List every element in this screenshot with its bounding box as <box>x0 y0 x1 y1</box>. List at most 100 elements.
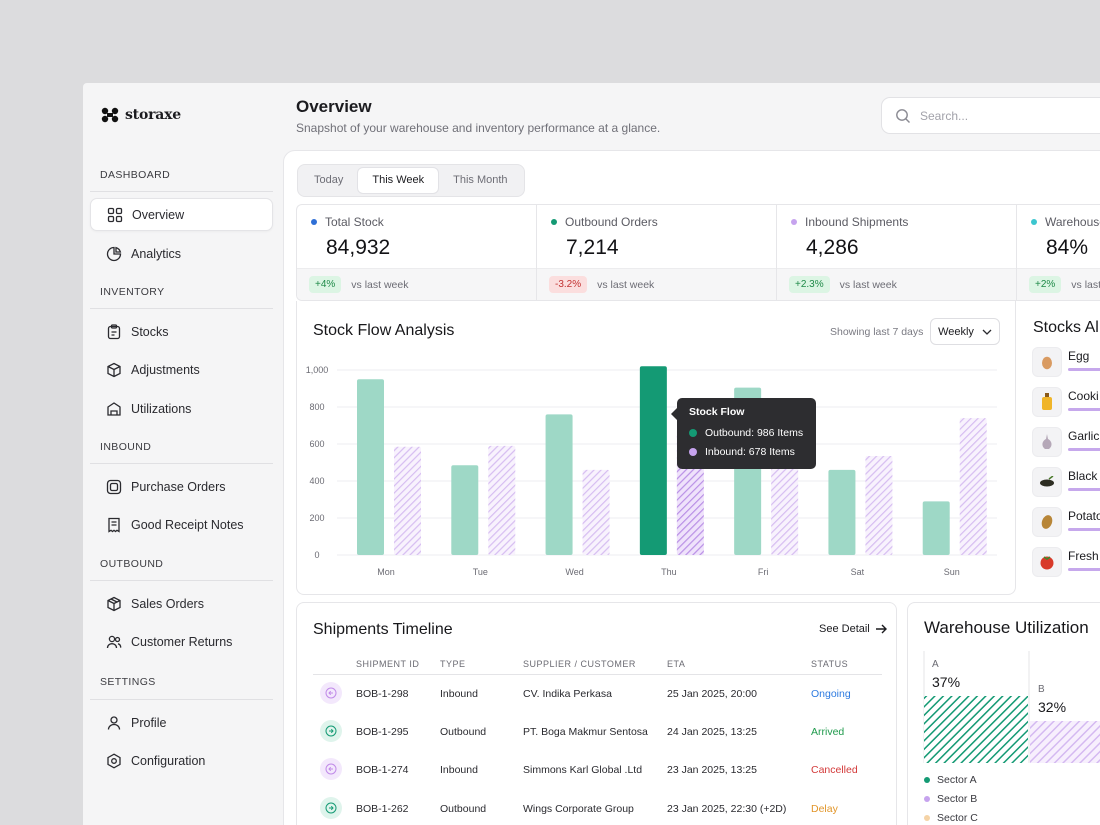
alert-item-black[interactable]: Black <box>1032 467 1100 497</box>
stat-label: Warehouse <box>1031 215 1100 229</box>
hexagon-icon <box>107 752 121 769</box>
y-tick-label: 200 <box>309 513 324 523</box>
stock-flow-chart: 1,000 800 600 400 200 0 Mon Tue Wed Thu Fri Sat Sun <box>306 365 997 577</box>
alert-item-cookie[interactable]: Cooki <box>1032 387 1100 417</box>
logo[interactable]: storaxe <box>101 107 181 123</box>
sidebar-item-overview[interactable]: Overview <box>90 198 273 231</box>
compare-text: vs last week <box>351 278 409 291</box>
sidebar-item-adjustments[interactable]: Adjustments <box>90 353 273 386</box>
tab-today[interactable]: Today <box>314 174 344 186</box>
sidebar-item-label: Customer Returns <box>131 634 233 649</box>
sidebar-item-label: Adjustments <box>131 362 200 377</box>
pepper-icon <box>1032 467 1062 497</box>
sidebar: storaxe DASHBOARD Overview Analytics INV… <box>83 83 283 825</box>
shipment-eta: 23 Jan 2025, 13:25 <box>667 764 757 776</box>
y-tick-label: 0 <box>314 550 319 560</box>
chart-tooltip: Stock Flow Outbound: 986 Items Inbound: … <box>671 398 816 469</box>
stat-label: Outbound Orders <box>551 215 658 229</box>
garlic-icon <box>1032 427 1062 457</box>
main-panel: Today This Week This Month Total Stock 8… <box>283 150 1100 825</box>
shipment-status: Cancelled <box>811 764 858 776</box>
tab-this-week[interactable]: This Week <box>357 167 440 194</box>
utilization-title: Warehouse Utilization <box>924 618 1089 637</box>
tab-this-month[interactable]: This Month <box>453 174 508 186</box>
alert-item-name: Black <box>1068 469 1098 483</box>
stat-dot <box>791 219 797 225</box>
x-tick-label: Wed <box>565 567 583 577</box>
y-tick-label: 1,000 <box>306 365 329 375</box>
shipment-id: BOB-1-274 <box>356 764 409 776</box>
sidebar-item-sales-orders[interactable]: Sales Orders <box>90 587 273 620</box>
alert-bar <box>1068 448 1100 451</box>
alert-bar <box>1068 568 1100 571</box>
range-select[interactable]: Weekly <box>930 318 1000 345</box>
alert-item-garlic[interactable]: Garlic <box>1032 427 1100 457</box>
column-header[interactable]: ETA <box>667 659 686 669</box>
sidebar-item-label: Purchase Orders <box>131 479 226 494</box>
table-row[interactable]: BOB-1-295 Outbound PT. Boga Makmur Sento… <box>297 713 897 751</box>
outbound-arrow-icon <box>320 720 342 742</box>
sidebar-item-profile[interactable]: Profile <box>90 706 273 739</box>
sidebar-item-customer-returns[interactable]: Customer Returns <box>90 625 273 658</box>
tomato-icon <box>1032 547 1062 577</box>
shipments-card: Shipments Timeline See Detail SHIPMENT I… <box>296 602 897 825</box>
stat-value: 84% <box>1046 236 1089 259</box>
bar-inbound <box>771 445 799 555</box>
stat-footer: +4% vs last week <box>297 268 536 300</box>
legend-label: Sector C <box>937 812 978 824</box>
legend-dot <box>924 777 930 783</box>
square-icon <box>106 479 122 494</box>
stat-card-total-stock[interactable]: Total Stock 84,932 +4% vs last week <box>297 205 537 300</box>
stat-value: 84,932 <box>326 236 391 259</box>
sidebar-item-label: Configuration <box>131 753 206 768</box>
column-header[interactable]: SHIPMENT ID <box>356 659 420 669</box>
legend-label: Sector A <box>937 774 977 786</box>
stat-label-text: Total Stock <box>325 215 384 229</box>
shipment-id: BOB-1-298 <box>356 688 409 700</box>
sidebar-item-label: Stocks <box>131 324 169 339</box>
x-tick-label: Mon <box>377 567 395 577</box>
legend-sector-a: Sector A <box>924 774 977 786</box>
stat-label-text: Outbound Orders <box>565 215 658 229</box>
column-header[interactable]: SUPPLIER / CUSTOMER <box>523 659 636 669</box>
table-row[interactable]: BOB-1-298 Inbound CV. Indika Perkasa 25 … <box>297 675 897 713</box>
stat-card-inbound-shipments[interactable]: Inbound Shipments 4,286 +2.3% vs last wee… <box>777 205 1017 300</box>
alert-item-potato[interactable]: Potato <box>1032 507 1100 537</box>
alert-item-fresh[interactable]: Fresh <box>1032 547 1100 577</box>
bar-outbound <box>357 379 384 555</box>
alert-item-egg[interactable]: Egg <box>1032 347 1100 377</box>
stat-card-outbound-orders[interactable]: Outbound Orders 7,214 -3.2% vs last week <box>537 205 777 300</box>
stock-flow-title: Stock Flow Analysis <box>313 322 455 339</box>
container-icon <box>107 401 121 416</box>
shipment-type: Inbound <box>440 764 478 776</box>
bar-inbound <box>394 446 421 555</box>
section-title-dashboard: DASHBOARD <box>100 169 171 181</box>
alert-bar <box>1068 528 1100 531</box>
stat-card-warehouse[interactable]: Warehouse 84% +2% vs last <box>1017 205 1100 300</box>
sidebar-item-good-receipt-notes[interactable]: Good Receipt Notes <box>90 508 273 541</box>
search-input[interactable]: Search... <box>881 97 1100 134</box>
sidebar-item-purchase-orders[interactable]: Purchase Orders <box>90 470 273 503</box>
section-title-outbound: OUTBOUND <box>100 558 164 570</box>
sector-b-label: B <box>1038 684 1045 695</box>
bar-outbound <box>545 414 573 555</box>
search-icon <box>896 108 910 123</box>
alert-item-name: Garlic <box>1068 429 1100 443</box>
utilization-chart <box>923 651 1100 763</box>
divider <box>313 674 882 675</box>
compare-text: vs last <box>1071 278 1100 291</box>
table-row[interactable]: BOB-1-262 Outbound Wings Corporate Group… <box>297 790 897 825</box>
search-placeholder: Search... <box>920 108 969 123</box>
column-header[interactable]: STATUS <box>811 659 849 669</box>
column-header[interactable]: TYPE <box>440 659 466 669</box>
shipment-type: Inbound <box>440 688 478 700</box>
see-detail-link[interactable]: See Detail <box>819 623 887 635</box>
legend-label: Sector B <box>937 793 978 805</box>
sidebar-item-utilizations[interactable]: Utilizations <box>90 392 273 425</box>
sidebar-item-configuration[interactable]: Configuration <box>90 744 273 777</box>
sidebar-item-stocks[interactable]: Stocks <box>90 315 273 348</box>
sidebar-item-analytics[interactable]: Analytics <box>90 237 273 270</box>
stat-label: Total Stock <box>311 215 384 229</box>
table-row[interactable]: BOB-1-274 Inbound Simmons Karl Global .L… <box>297 751 897 789</box>
divider <box>90 308 273 309</box>
